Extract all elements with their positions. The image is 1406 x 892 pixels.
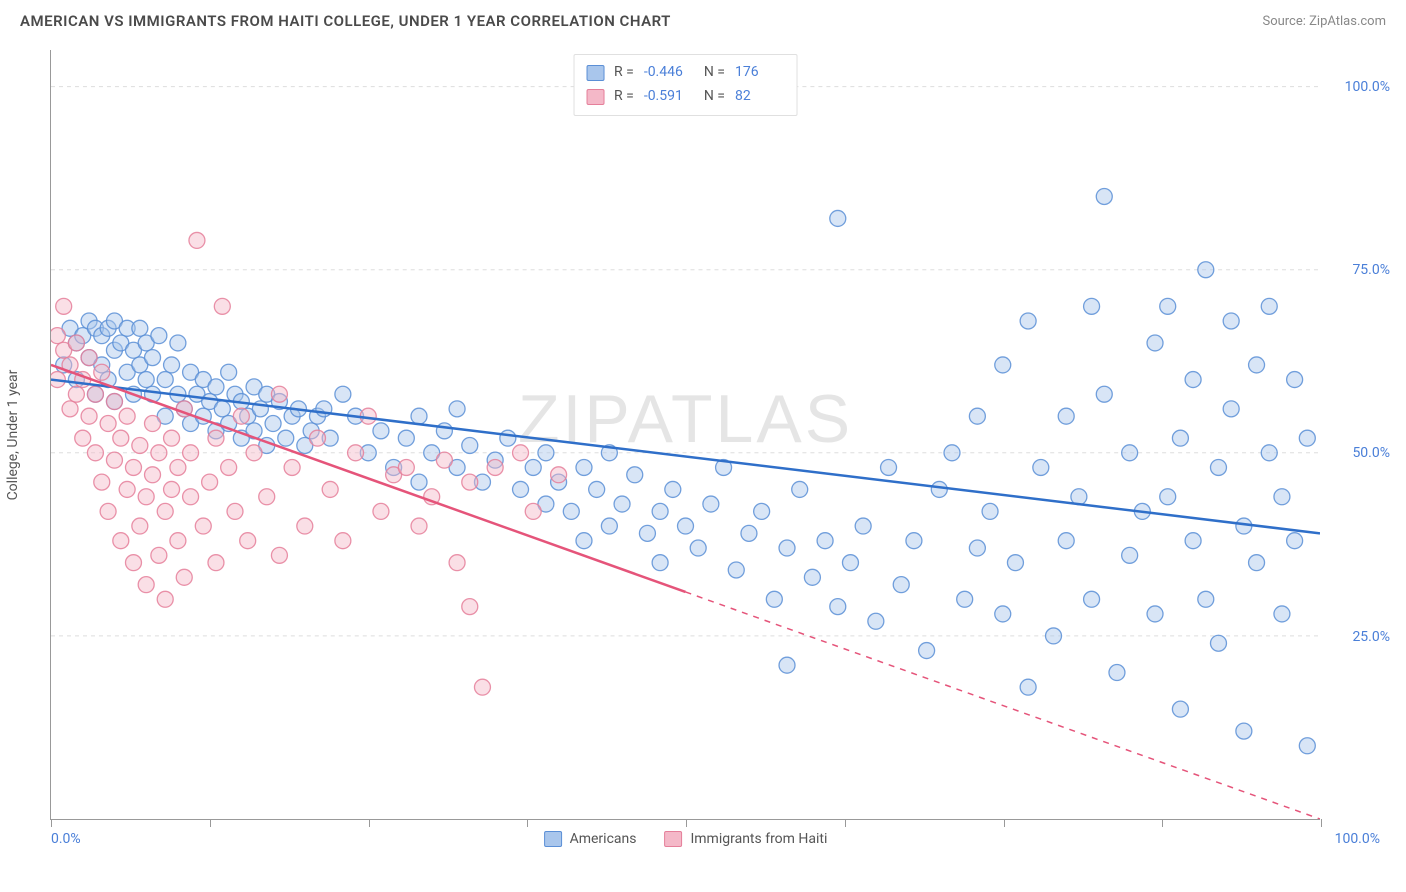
legend-bottom: Americans Immigrants from Haiti — [544, 831, 828, 847]
xtick — [369, 819, 370, 827]
ytick-label: 25.0% — [1352, 629, 1390, 645]
x-axis-start-label: 0.0% — [51, 831, 81, 847]
source-label: Source: — [1262, 14, 1309, 29]
ytick-label: 50.0% — [1352, 445, 1390, 461]
legend-bottom-swatch-1 — [664, 831, 682, 847]
n-value-1: 82 — [735, 85, 785, 109]
r-value-0: -0.446 — [644, 61, 694, 85]
ytick-label: 75.0% — [1352, 262, 1390, 278]
chart-header: AMERICAN VS IMMIGRANTS FROM HAITI COLLEG… — [0, 0, 1406, 38]
y-axis-label: College, Under 1 year — [5, 369, 21, 500]
legend-swatch-1 — [586, 89, 604, 105]
xtick — [527, 819, 528, 827]
legend-stats-row-1: R = -0.591 N = 82 — [586, 85, 785, 109]
legend-bottom-label-1: Immigrants from Haiti — [690, 831, 827, 847]
ytick-label: 100.0% — [1345, 79, 1390, 95]
chart-source: Source: ZipAtlas.com — [1262, 14, 1386, 29]
legend-bottom-item-1: Immigrants from Haiti — [664, 831, 827, 847]
scatter-plot-svg — [51, 50, 1320, 819]
chart-container: ZIPATLAS R = -0.446 N = 176 R = -0.591 N… — [50, 50, 1390, 850]
chart-title: AMERICAN VS IMMIGRANTS FROM HAITI COLLEG… — [20, 12, 671, 30]
r-label-0: R = — [614, 61, 634, 85]
legend-bottom-swatch-0 — [544, 831, 562, 847]
legend-bottom-item-0: Americans — [544, 831, 637, 847]
plot-area: ZIPATLAS R = -0.446 N = 176 R = -0.591 N… — [50, 50, 1320, 820]
x-axis-end-label: 100.0% — [1335, 831, 1380, 847]
xtick — [1162, 819, 1163, 827]
xtick — [1004, 819, 1005, 827]
n-label-0: N = — [704, 61, 725, 85]
legend-bottom-label-0: Americans — [570, 831, 637, 847]
legend-stats-row-0: R = -0.446 N = 176 — [586, 61, 785, 85]
xtick — [1321, 819, 1322, 827]
r-label-1: R = — [614, 85, 634, 109]
xtick — [51, 819, 52, 827]
legend-stats: R = -0.446 N = 176 R = -0.591 N = 82 — [573, 54, 798, 116]
xtick — [210, 819, 211, 827]
legend-swatch-0 — [586, 65, 604, 81]
xtick — [686, 819, 687, 827]
n-value-0: 176 — [735, 61, 785, 85]
source-name: ZipAtlas.com — [1309, 14, 1386, 29]
r-value-1: -0.591 — [644, 85, 694, 109]
n-label-1: N = — [704, 85, 725, 109]
xtick — [845, 819, 846, 827]
